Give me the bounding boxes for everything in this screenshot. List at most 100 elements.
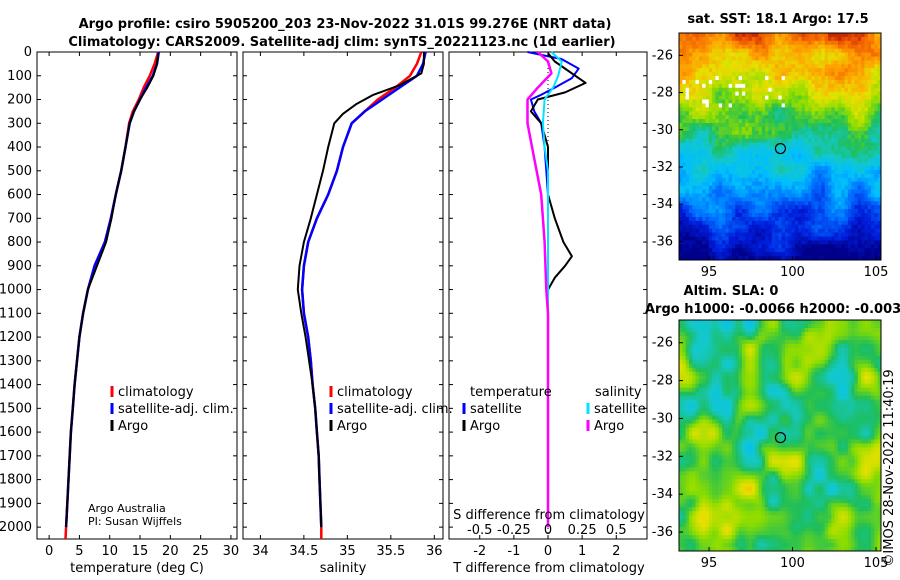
map-cell [804, 138, 809, 144]
map-cell [688, 87, 693, 93]
map-cell [798, 209, 803, 214]
map-cell [755, 52, 759, 57]
map-cell [725, 351, 730, 357]
y-tick-label: 1500 [0, 401, 32, 416]
map-cell [781, 134, 786, 140]
map-cell [874, 79, 879, 85]
map-cell [705, 343, 710, 349]
map-cell [804, 189, 809, 194]
map-cell [857, 40, 862, 46]
map-cell [692, 95, 697, 101]
map-cell [679, 56, 683, 61]
map-cell [814, 126, 819, 132]
map-cell [854, 189, 859, 194]
map-cell [725, 201, 730, 206]
map-cell [818, 103, 822, 108]
map-cell [705, 355, 710, 361]
map-cell [725, 220, 730, 226]
map-cell [741, 60, 746, 65]
map-cell [804, 76, 809, 81]
map-cell [705, 359, 710, 365]
map-cell [841, 76, 846, 81]
map-cell [871, 256, 875, 261]
map-cell [788, 331, 793, 337]
map-cell [745, 323, 750, 329]
map-cell [741, 95, 746, 101]
map-cell [758, 391, 763, 397]
map-cell [725, 252, 730, 257]
map-cell [801, 103, 806, 108]
map-cell [682, 201, 687, 206]
map-cell [804, 162, 809, 167]
map-cell [685, 87, 690, 93]
map-cell [705, 347, 710, 353]
map-cell [857, 256, 862, 261]
map-cell [735, 363, 740, 369]
map-cell [877, 36, 882, 42]
map-cell [715, 68, 720, 73]
map-cell [814, 79, 819, 85]
map-cell [692, 359, 697, 365]
map-cell [784, 359, 789, 365]
map-cell [841, 111, 846, 116]
map-cell [818, 177, 822, 183]
map-cell [771, 335, 776, 341]
map-cell [837, 248, 842, 253]
map-cell [715, 76, 720, 81]
map-cell [864, 343, 869, 349]
map-cell [735, 323, 740, 329]
map-cell [751, 40, 756, 46]
map-cell [775, 56, 779, 61]
map-cell [751, 236, 756, 241]
map-cell [841, 107, 846, 112]
map-cell [731, 76, 736, 81]
map-cell [702, 83, 706, 89]
map-cell [801, 256, 806, 261]
map-cell [738, 87, 743, 93]
map-cell [731, 177, 736, 183]
map-cell [841, 166, 846, 171]
map-cell [688, 99, 693, 104]
map-cell [811, 166, 816, 171]
map-cell [861, 40, 865, 46]
map-cell [798, 220, 803, 226]
map-cell [751, 146, 756, 151]
map-cell [821, 248, 826, 253]
map-cell [821, 126, 826, 132]
map-cell [791, 335, 796, 341]
map-cell [871, 181, 875, 187]
map-cell [864, 130, 869, 136]
map-cell [808, 205, 812, 210]
map-cell [735, 79, 740, 85]
map-cell [688, 371, 693, 377]
map-cell [682, 142, 687, 147]
map-cell [731, 197, 736, 202]
map-cell [844, 142, 849, 147]
map-cell [871, 87, 875, 93]
map-cell [745, 99, 750, 104]
map-cell [738, 103, 743, 108]
map-cell [811, 44, 816, 50]
map-cell [821, 343, 826, 349]
map-cell [821, 205, 826, 210]
map-cell [755, 201, 759, 206]
map-cell [778, 193, 783, 198]
map-cell [818, 185, 822, 191]
map-cell [775, 320, 779, 325]
map-cell [775, 64, 779, 69]
map-cell [864, 205, 869, 210]
map-cell [841, 347, 846, 353]
map-cell [751, 209, 756, 214]
map-cell [788, 387, 793, 393]
map-cell [788, 201, 793, 206]
map-cell [791, 162, 796, 167]
map-cell [722, 189, 726, 194]
map-cell [679, 220, 683, 226]
map-cell [722, 387, 726, 393]
map-cell [877, 64, 882, 69]
map-cell [794, 347, 799, 353]
map-cell [794, 68, 799, 73]
temperature-axes [36, 51, 238, 540]
map-cell [841, 146, 846, 151]
map-cell [798, 68, 803, 73]
